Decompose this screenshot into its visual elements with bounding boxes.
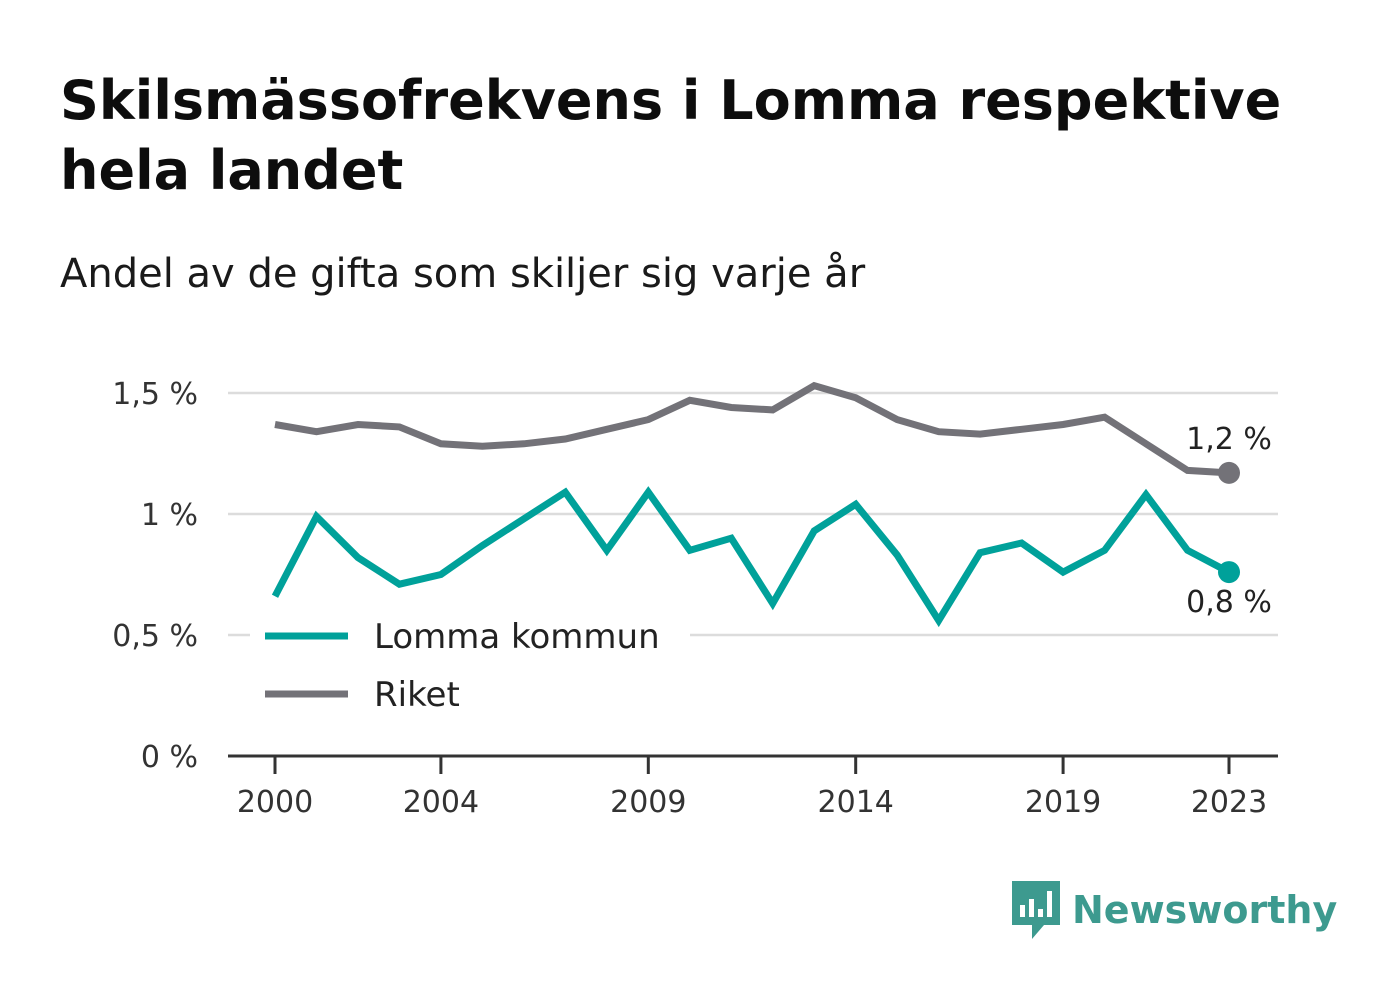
newsworthy-bar-chart-icon	[1012, 881, 1060, 939]
brand-name: Newsworthy	[1072, 888, 1338, 932]
x-axis: 2000 2004 2009 2014 2019 2023	[228, 754, 1278, 820]
x-tick-label: 2023	[1191, 785, 1267, 820]
legend-label: Riket	[374, 675, 460, 715]
series-line-lomma-kommun	[271, 486, 1231, 628]
y-tick-label: 0 %	[141, 740, 198, 775]
y-tick-label: 1,5 %	[112, 377, 198, 412]
end-point-riket	[1218, 461, 1240, 484]
end-point-lomma-kommun	[1218, 561, 1240, 584]
x-tick-label: 2014	[818, 785, 894, 820]
series-line-riket	[274, 381, 1230, 477]
x-tick-label: 2004	[403, 785, 479, 820]
brand-logo: Newsworthy	[1010, 878, 1337, 942]
series-lines: 1,2 % 0,8 %	[271, 381, 1272, 628]
chart-title: Skilsmässofrekvens i Lomma respektive he…	[60, 69, 1282, 202]
x-tick-label: 2009	[610, 785, 686, 820]
legend-background	[250, 605, 690, 730]
end-label-lomma-kommun: 0,8 %	[1186, 585, 1272, 620]
legend-label: Lomma kommun	[374, 617, 660, 657]
y-axis-ticks: 0 % 0,5 % 1 % 1,5 %	[112, 377, 198, 775]
end-label-riket: 1,2 %	[1186, 422, 1272, 457]
y-tick-label: 0,5 %	[112, 619, 198, 654]
x-tick-label: 2019	[1025, 785, 1101, 820]
y-tick-label: 1 %	[141, 498, 198, 533]
chart-subtitle: Andel av de gifta som skiljer sig varje …	[60, 251, 866, 297]
legend: Lomma kommun Riket	[250, 605, 690, 730]
x-tick-label: 2000	[237, 785, 313, 820]
